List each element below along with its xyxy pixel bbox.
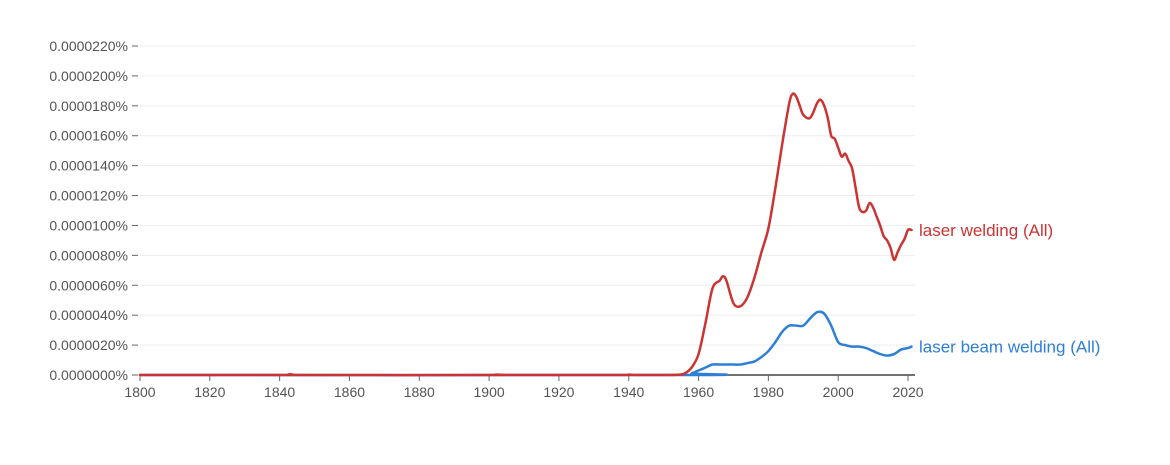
y-tick-label: 0.0000100% xyxy=(49,217,128,233)
y-tick-label: 0.0000160% xyxy=(49,128,128,144)
series-labels: laser beam welding (All) laser welding (A… xyxy=(919,221,1100,357)
y-tick-label: 0.0000180% xyxy=(49,98,128,114)
y-tick-label: 0.0000140% xyxy=(49,158,128,174)
y-tick-label: 0.0000000% xyxy=(49,367,128,383)
series-line-laser-welding[interactable] xyxy=(138,92,913,377)
x-tick-label: 1860 xyxy=(334,384,365,400)
axes: 0.0000000% 0.0000020% 0.0000040% 0.0000060%… xyxy=(49,38,923,400)
y-tick-label: 0.0000200% xyxy=(49,68,128,84)
x-tick-label: 1840 xyxy=(264,384,295,400)
x-tick-label: 1960 xyxy=(683,384,714,400)
x-tick-label: 2020 xyxy=(892,384,923,400)
x-tick-label: 1800 xyxy=(124,384,155,400)
gridlines xyxy=(140,45,915,346)
x-tick-label: 1820 xyxy=(194,384,225,400)
x-tick-label: 1920 xyxy=(543,384,574,400)
x-tick-label: 1940 xyxy=(613,384,644,400)
y-tick-label: 0.0000220% xyxy=(49,38,128,54)
x-tick-label: 2000 xyxy=(823,384,854,400)
x-tick-label: 1980 xyxy=(753,384,784,400)
series-line-laser-beam-welding[interactable] xyxy=(138,310,913,377)
x-tick-label: 1880 xyxy=(404,384,435,400)
y-tick-label: 0.0000020% xyxy=(49,337,128,353)
series-label-laser-beam-welding[interactable]: laser beam welding (All) xyxy=(919,338,1100,357)
y-tick-label: 0.0000080% xyxy=(49,247,128,263)
y-tick-label: 0.0000120% xyxy=(49,188,128,204)
y-tick-label: 0.0000040% xyxy=(49,307,128,323)
series-lines xyxy=(138,92,913,377)
y-tick-label: 0.0000060% xyxy=(49,277,128,293)
x-tick-label: 1900 xyxy=(474,384,505,400)
series-label-laser-welding[interactable]: laser welding (All) xyxy=(919,221,1053,240)
